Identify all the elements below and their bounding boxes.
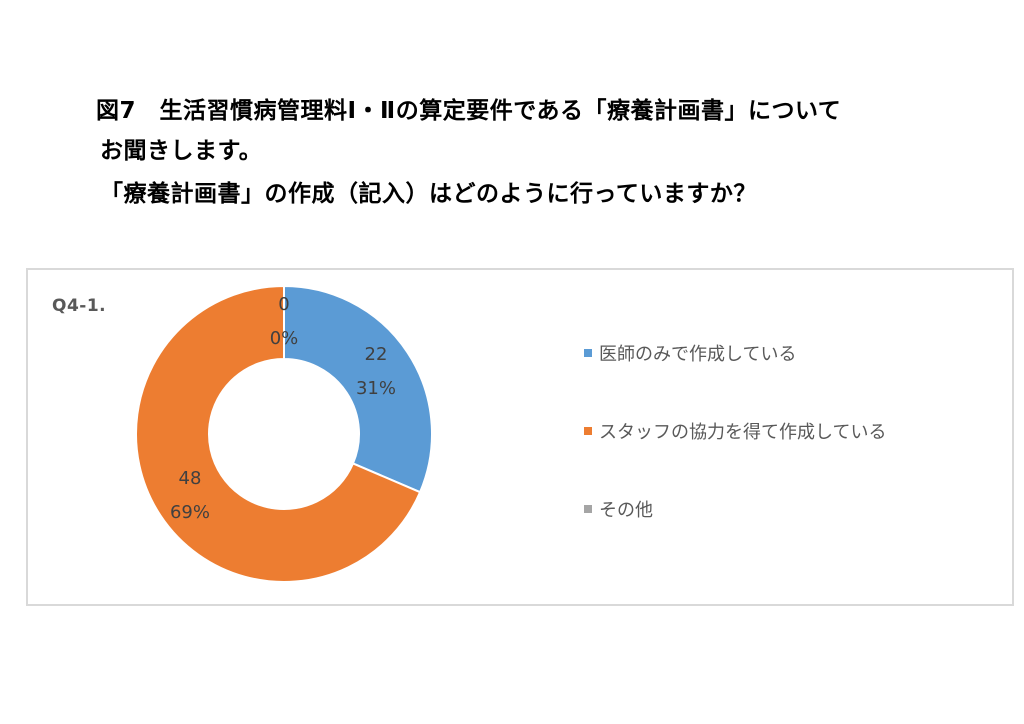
donut-chart: 22 31% 48 69% 0 0% <box>135 284 433 583</box>
data-label-value-1: 48 <box>179 468 202 489</box>
figure-title: 図7 生活習慣病管理料Ⅰ・Ⅱの算定要件である「療養計画書」について <box>96 98 842 124</box>
legend-swatch-2 <box>584 505 592 513</box>
chart-area: Q4-1. 22 31% 48 69% 0 0% 医師のみで作成しているスタッフの協力を得… <box>26 268 1014 606</box>
heading: 図7 生活習慣病管理料Ⅰ・Ⅱの算定要件である「療養計画書」について お聞きします… <box>0 0 1024 240</box>
legend-label-1: スタッフの協力を得て作成している <box>599 422 887 443</box>
data-label-percent-0: 31% <box>356 378 396 399</box>
legend-label-2: その他 <box>599 500 653 521</box>
legend-item-0: 医師のみで作成している <box>584 340 796 366</box>
chart-label: Q4-1. <box>52 296 107 316</box>
legend-item-1: スタッフの協力を得て作成している <box>584 418 886 444</box>
data-label-percent-2: 0% <box>270 328 299 349</box>
data-label-value-0: 22 <box>365 344 388 365</box>
donut-slice-0 <box>283 284 433 494</box>
data-label-percent-1: 69% <box>170 502 210 523</box>
data-label-value-2: 0 <box>278 294 289 315</box>
legend-swatch-0 <box>584 349 592 357</box>
legend-item-2: その他 <box>584 496 653 522</box>
legend-swatch-1 <box>584 427 592 435</box>
donut-slice-1 <box>135 284 422 583</box>
legend-label-0: 医師のみで作成している <box>599 344 797 365</box>
figure-title-continuation: お聞きします。 <box>100 138 263 164</box>
survey-question: 「療養計画書」の作成（記入）はどのように行っていますか？ <box>100 181 757 207</box>
